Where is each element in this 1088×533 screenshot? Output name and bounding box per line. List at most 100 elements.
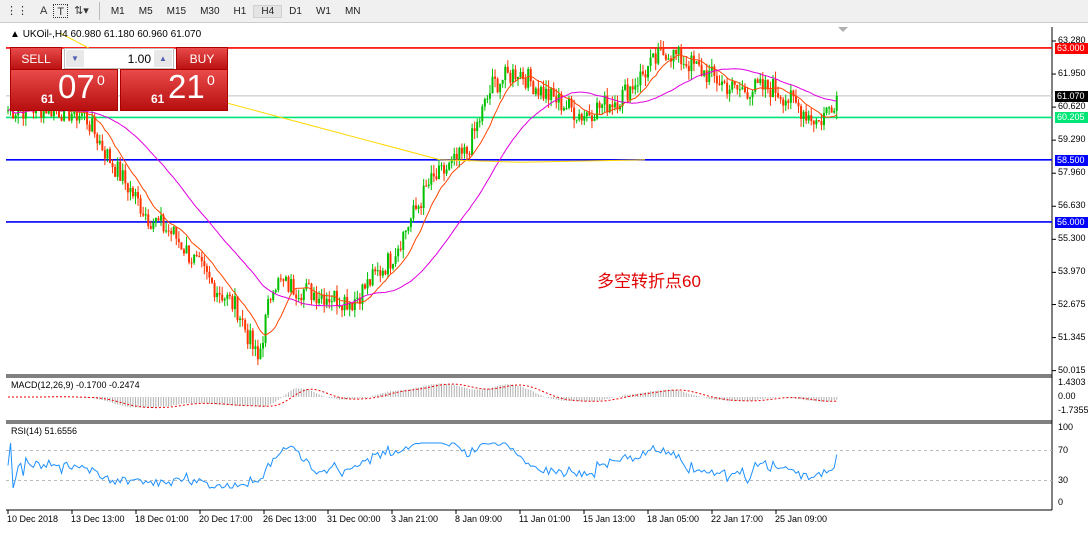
candle xyxy=(613,102,616,108)
price-tick-label: 51.345 xyxy=(1058,331,1086,342)
candle xyxy=(835,95,838,111)
tf-h4[interactable]: H4 xyxy=(253,4,283,18)
candle xyxy=(277,278,280,290)
candle xyxy=(152,222,155,229)
candle xyxy=(200,256,203,262)
candle xyxy=(297,298,300,300)
time-axis-label: 26 Dec 13:00 xyxy=(263,514,317,524)
candle xyxy=(348,303,351,310)
candle xyxy=(810,115,813,121)
candle xyxy=(756,79,759,84)
candle xyxy=(749,97,752,99)
candle xyxy=(343,296,346,311)
candle xyxy=(807,115,810,121)
candle xyxy=(794,96,797,103)
period-separators-icon[interactable]: ⋮⋮ xyxy=(6,5,28,17)
candle xyxy=(639,71,642,86)
candle xyxy=(463,147,466,154)
tf-mn[interactable]: MN xyxy=(344,5,361,17)
candle xyxy=(777,93,780,98)
candle xyxy=(162,215,165,232)
candle xyxy=(698,61,701,65)
candle xyxy=(672,49,675,62)
candle xyxy=(137,192,140,199)
candle xyxy=(282,279,285,281)
text-label-icon[interactable]: T xyxy=(53,4,69,18)
candle xyxy=(585,112,588,117)
buy-price[interactable]: 61 21 0 xyxy=(120,68,228,111)
candle xyxy=(519,71,522,78)
candle xyxy=(295,294,298,299)
candle xyxy=(205,266,208,272)
candle xyxy=(341,306,344,311)
candle xyxy=(486,98,489,100)
candle xyxy=(494,76,497,79)
arrows-icon[interactable]: ⇅▾ xyxy=(74,5,89,17)
tf-m1[interactable]: M1 xyxy=(110,5,125,17)
sell-price[interactable]: 61 07 0 xyxy=(10,68,118,111)
price-tick-label: 60.620 xyxy=(1058,101,1086,112)
candle xyxy=(109,149,111,164)
candle xyxy=(624,84,627,90)
candle xyxy=(364,284,366,289)
sell-button[interactable]: SELL xyxy=(10,47,62,71)
candle xyxy=(746,92,749,99)
candle xyxy=(256,346,259,360)
candle xyxy=(318,298,321,304)
candle xyxy=(769,89,772,98)
price-tick-label: 50.015 xyxy=(1058,364,1086,375)
candle xyxy=(539,86,542,96)
candle xyxy=(514,69,517,80)
candle xyxy=(764,80,767,90)
candle xyxy=(782,99,785,106)
candle xyxy=(239,318,242,320)
tf-m15[interactable]: M15 xyxy=(166,5,187,17)
tf-d1[interactable]: D1 xyxy=(289,5,302,17)
buy-price-main: 21 xyxy=(168,68,205,105)
candle xyxy=(580,113,583,121)
hline-price-label: 61.070 xyxy=(1055,90,1088,102)
lot-decrease-button[interactable]: ▼ xyxy=(66,50,84,67)
tf-m30[interactable]: M30 xyxy=(200,5,220,17)
candle xyxy=(815,120,818,125)
lot-size-input[interactable]: ▼ 1.00 ▲ xyxy=(64,48,174,69)
candle xyxy=(358,297,361,304)
candle xyxy=(111,163,114,167)
time-axis-label: 8 Jan 09:00 xyxy=(455,514,503,524)
text-icon[interactable]: A xyxy=(40,5,48,17)
time-axis-label: 18 Jan 05:00 xyxy=(647,514,700,524)
price-tick-label: 57.960 xyxy=(1058,167,1086,178)
candle xyxy=(708,70,711,83)
candle xyxy=(269,299,272,301)
candle xyxy=(754,79,757,92)
candle xyxy=(506,66,509,73)
candle xyxy=(213,282,216,298)
candle xyxy=(415,205,417,209)
tf-w1[interactable]: W1 xyxy=(315,5,331,17)
candle xyxy=(325,298,328,305)
candle xyxy=(593,119,596,121)
candle xyxy=(88,124,91,132)
candle xyxy=(226,294,229,299)
candle xyxy=(218,292,221,295)
hline-price-label: 60.205 xyxy=(1055,112,1088,124)
candle xyxy=(12,108,15,119)
price-tick-label: 53.970 xyxy=(1058,266,1086,277)
chart-shift-marker-icon xyxy=(838,27,848,32)
lot-increase-button[interactable]: ▲ xyxy=(154,50,172,67)
candle xyxy=(616,102,619,110)
candle xyxy=(789,90,792,103)
tf-h1[interactable]: H1 xyxy=(233,5,247,17)
candle xyxy=(170,230,173,234)
candle xyxy=(797,102,800,107)
candle xyxy=(160,215,162,221)
price-tick-label: 63.280 xyxy=(1058,35,1086,45)
candle xyxy=(608,104,611,113)
tf-m5[interactable]: M5 xyxy=(138,5,153,17)
candle xyxy=(823,112,825,126)
candle xyxy=(690,55,693,72)
candle xyxy=(320,294,323,299)
candle xyxy=(792,90,795,97)
candle xyxy=(14,115,17,119)
